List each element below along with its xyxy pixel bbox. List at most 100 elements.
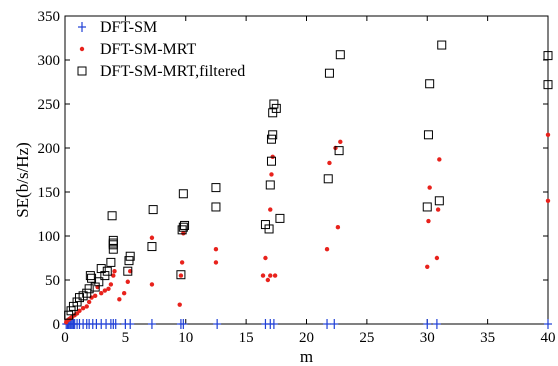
plus-point <box>544 319 552 329</box>
plus-point <box>323 319 332 329</box>
x-tick-label: 5 <box>122 330 130 346</box>
square-point <box>178 222 188 232</box>
y-axis-label: SE(b/s/Hz) <box>13 142 32 218</box>
dot-point <box>125 279 130 284</box>
dot-point <box>269 172 274 177</box>
square-point <box>176 270 186 280</box>
plus-point <box>432 319 441 329</box>
square-point <box>108 244 118 254</box>
x-tick-label: 40 <box>541 330 556 346</box>
y-tick-label: 300 <box>38 53 61 69</box>
dot-point <box>272 273 278 278</box>
dot-point <box>99 291 104 296</box>
dot-point <box>102 288 108 293</box>
dot-point <box>437 157 442 162</box>
dot-point <box>213 247 219 252</box>
dot-point <box>112 269 117 274</box>
legend-marker-square <box>77 66 87 76</box>
y-tick-label: 100 <box>38 229 61 245</box>
legend: DFT-SM DFT-SM-MRT DFT-SM-MRT,filtered <box>77 19 245 80</box>
dot-point <box>545 132 551 137</box>
dot-point <box>425 264 430 269</box>
dot-point <box>84 304 89 309</box>
dot-point <box>435 207 441 212</box>
square-point <box>334 146 344 156</box>
square-point <box>335 50 345 60</box>
square-point <box>271 103 281 113</box>
square-point <box>323 174 333 184</box>
dot-point <box>268 273 273 278</box>
dot-point <box>117 297 122 302</box>
square-point <box>543 51 553 61</box>
plus-point <box>179 319 188 329</box>
y-tick-label: 200 <box>38 141 61 157</box>
dot-point <box>338 139 343 145</box>
x-tick-label: 25 <box>359 330 374 346</box>
square-point <box>147 242 157 252</box>
y-tick-label: 50 <box>45 273 60 289</box>
plus-point <box>330 319 339 329</box>
square-point <box>268 130 278 140</box>
dot-point <box>149 282 155 287</box>
data-marks <box>62 40 553 329</box>
dot-point <box>263 255 268 261</box>
x-axis-label: m <box>300 347 313 366</box>
dot-point <box>92 293 98 299</box>
dot-point <box>327 160 332 166</box>
dot-point <box>545 198 551 203</box>
square-point <box>422 202 432 212</box>
square-point <box>211 183 221 193</box>
y-tick-label: 250 <box>38 97 61 113</box>
dot-point <box>426 218 431 224</box>
square-point <box>434 196 444 206</box>
series-square <box>64 40 553 320</box>
legend-label: DFT-SM-MRT <box>100 41 196 58</box>
legend-label: DFT-SM-MRT,filtered <box>100 63 245 80</box>
square-point <box>324 68 334 78</box>
square-point <box>108 238 118 248</box>
dot-point <box>335 225 341 230</box>
square-point <box>85 271 95 281</box>
square-point <box>102 266 112 276</box>
square-point <box>437 40 447 50</box>
dot-point <box>434 255 440 261</box>
square-point <box>84 284 94 294</box>
square-point <box>264 224 274 234</box>
dot-point <box>265 277 271 283</box>
square-point <box>266 156 276 166</box>
dot-point <box>213 260 219 265</box>
axis-ticks: 0 5 10 15 20 25 30 35 40 0 50 100 150 200 250 300 350 <box>38 9 556 346</box>
dot-point <box>260 273 266 278</box>
square-point <box>543 80 553 90</box>
dot-point <box>86 299 92 305</box>
legend-marker-dot <box>79 46 85 52</box>
dot-point <box>427 185 432 190</box>
dot-point <box>268 207 273 212</box>
dot-point <box>106 286 111 291</box>
x-tick-label: 15 <box>239 330 254 346</box>
dot-point <box>149 235 155 240</box>
series-dot <box>64 132 551 325</box>
square-point <box>265 180 275 190</box>
dot-point <box>177 302 182 307</box>
plus-point <box>423 319 432 329</box>
square-point <box>94 277 104 287</box>
y-tick-label: 150 <box>38 185 61 201</box>
plus-point <box>213 319 222 329</box>
square-point <box>423 130 433 140</box>
square-point <box>106 257 116 267</box>
plus-point <box>126 319 135 329</box>
plus-point <box>269 319 278 329</box>
dot-point <box>108 282 114 287</box>
dot-point <box>324 247 330 252</box>
dot-point <box>121 291 127 296</box>
x-tick-label: 20 <box>299 330 314 346</box>
square-point <box>123 266 133 276</box>
dot-point <box>111 273 116 278</box>
plus-point <box>111 319 120 329</box>
x-tick-label: 35 <box>480 330 495 346</box>
y-tick-label: 350 <box>38 9 61 25</box>
dot-point <box>179 260 185 265</box>
square-point <box>178 189 188 199</box>
